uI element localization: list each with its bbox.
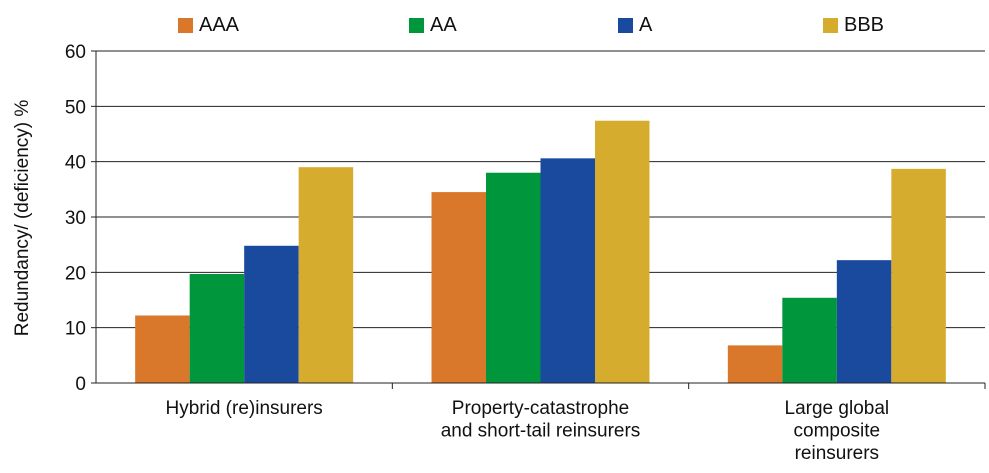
legend-swatch-bbb (823, 18, 838, 33)
legend-swatch-aa (409, 18, 424, 33)
y-tick-label: 40 (65, 153, 86, 174)
legend-item-aa: AA (409, 14, 457, 37)
legend-item-aaa: AAA (178, 14, 239, 37)
x-category-label: Property-catastrophe and short-tail reins… (441, 398, 641, 442)
legend-label-bbb: BBB (844, 14, 885, 36)
legend-item-bbb: BBB (823, 14, 884, 37)
chart-legend: AAA AA A BBB (0, 14, 989, 38)
bar-bbb-0 (298, 167, 354, 383)
legend-item-a: A (618, 14, 652, 37)
y-tick-labels: 0 10 20 30 40 50 60 (65, 42, 86, 395)
y-axis-label: Redundancy/ (deficiency) % (12, 100, 33, 337)
legend-label-aa: AA (430, 14, 457, 36)
bar-a-2 (836, 260, 892, 383)
y-tick-label: 30 (65, 208, 86, 229)
bar-bbb-2 (891, 168, 946, 383)
bar-bbb-1 (595, 120, 650, 383)
legend-swatch-aaa (178, 18, 193, 33)
legend-swatch-a (618, 18, 633, 33)
bar-aa-2 (782, 297, 837, 383)
x-category-label: Hybrid (re)insurers (166, 398, 323, 419)
bars (135, 120, 946, 383)
bar-aa-0 (189, 273, 245, 383)
bar-a-1 (540, 158, 595, 383)
bar-aaa-0 (135, 315, 190, 383)
y-tick-label: 60 (65, 42, 86, 63)
y-tick-label: 20 (65, 263, 86, 284)
x-category-labels: Hybrid (re)insurers Property-catastrophe a… (166, 398, 890, 464)
x-category-label: Large global composite reinsurers (785, 398, 890, 464)
axes (91, 50, 986, 389)
y-tick-label: 10 (65, 319, 86, 340)
bar-a-0 (244, 245, 299, 383)
legend-label-a: A (639, 14, 653, 36)
legend-label-aaa: AAA (199, 14, 240, 36)
bar-aaa-2 (727, 345, 783, 383)
bar-aaa-1 (431, 192, 486, 383)
y-tick-label: 0 (75, 374, 86, 395)
bar-aa-1 (486, 172, 541, 383)
y-tick-label: 50 (65, 97, 86, 118)
